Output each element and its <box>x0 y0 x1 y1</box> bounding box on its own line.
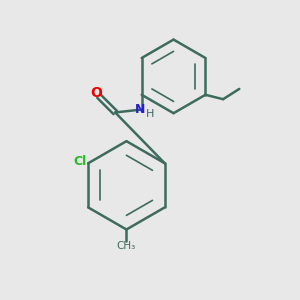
Text: H: H <box>146 109 154 119</box>
Text: CH₃: CH₃ <box>117 241 136 251</box>
Text: Cl: Cl <box>73 155 87 168</box>
Text: N: N <box>135 103 146 116</box>
Text: O: O <box>90 86 102 100</box>
